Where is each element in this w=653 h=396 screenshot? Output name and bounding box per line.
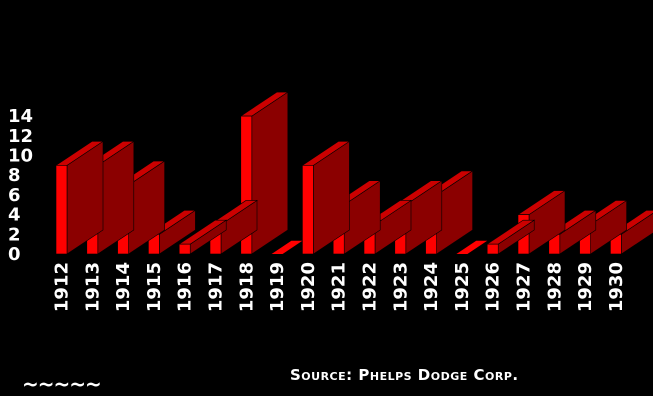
bar-1925 <box>456 240 488 254</box>
bar-front <box>178 243 191 255</box>
x-tick-label: 1926 <box>483 262 504 312</box>
bar-1912 <box>55 140 104 255</box>
bar-1926 <box>486 219 536 255</box>
y-tick-label: 12 <box>8 126 33 147</box>
x-tick-label: 1928 <box>544 262 565 312</box>
bar-front <box>240 115 253 255</box>
x-tick-label: 1930 <box>606 262 627 312</box>
bar-front <box>55 165 68 255</box>
x-tick-label: 1912 <box>52 262 73 312</box>
x-tick-label: 1923 <box>390 262 411 312</box>
y-tick-label: 8 <box>8 165 21 186</box>
bar-front <box>302 165 314 255</box>
x-tick-label: 1914 <box>113 262 134 312</box>
bar-1916 <box>178 219 228 255</box>
x-tick-label: 1917 <box>206 262 227 312</box>
y-tick-label: 4 <box>8 205 21 226</box>
bar-1919 <box>271 240 303 254</box>
y-tick-label: 0 <box>8 244 21 265</box>
bar-flat <box>271 240 303 254</box>
x-tick-label: 1924 <box>421 262 442 312</box>
bar-1918 <box>239 91 289 255</box>
x-tick-label: 1919 <box>267 262 288 312</box>
x-tick-label: 1916 <box>175 262 196 312</box>
x-tick-label: 1929 <box>575 262 596 312</box>
x-tick-label: 1915 <box>144 262 165 312</box>
x-tick-label: 1920 <box>298 262 319 312</box>
y-tick-label: 6 <box>8 185 21 206</box>
decorative-squiggle: ~~~~~ <box>22 372 102 396</box>
x-tick-label: 1913 <box>82 262 103 312</box>
bar-front <box>486 243 499 255</box>
x-tick-label: 1918 <box>236 262 257 312</box>
y-tick-label: 10 <box>8 146 33 167</box>
y-tick-label: 2 <box>8 224 21 245</box>
source-note: Source: Phelps Dodge Corp. <box>290 366 519 384</box>
x-tick-label: 1921 <box>329 262 350 312</box>
x-tick-label: 1927 <box>514 262 535 312</box>
y-tick-label: 14 <box>8 106 33 127</box>
bar-flat <box>456 240 488 254</box>
x-tick-label: 1922 <box>360 262 381 312</box>
x-tick-label: 1925 <box>452 262 473 312</box>
bar-1920 <box>301 140 351 255</box>
